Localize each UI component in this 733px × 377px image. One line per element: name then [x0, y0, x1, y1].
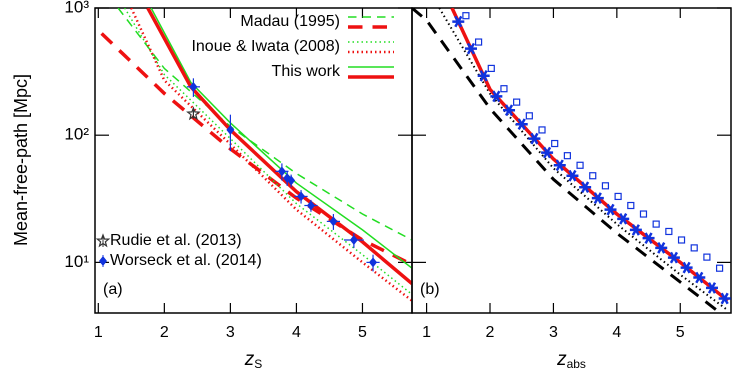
data-point — [329, 216, 338, 227]
data-point — [515, 118, 528, 131]
legend-label: This work — [272, 63, 341, 80]
legend-label: Madau (1995) — [240, 13, 340, 30]
data-point — [601, 182, 610, 190]
data-point — [306, 200, 315, 211]
data-point — [677, 236, 686, 244]
data-point — [541, 146, 554, 159]
curve — [450, 8, 729, 303]
curve — [412, 8, 723, 313]
data-point — [462, 12, 470, 20]
legend-label: Inoue & Iwata (2008) — [191, 38, 340, 55]
data-point — [680, 261, 693, 274]
data-point — [528, 132, 541, 145]
data-point — [614, 192, 622, 201]
x-tick-label: 4 — [292, 324, 301, 341]
data-point — [589, 172, 597, 180]
x-tick-label: 1 — [422, 324, 431, 341]
data-point — [287, 175, 296, 186]
data-point — [186, 106, 201, 121]
data-point — [591, 192, 604, 204]
curve — [117, 8, 412, 241]
data-point — [500, 85, 508, 93]
x-axis-label-sub: S — [254, 357, 262, 371]
data-point — [189, 81, 198, 92]
x-axis-label-main: z — [244, 349, 255, 370]
data-point — [627, 201, 635, 210]
curve — [150, 8, 412, 269]
data-point — [655, 242, 668, 254]
x-axis-label-main: z — [556, 349, 567, 370]
data-point — [652, 220, 660, 228]
data-point — [705, 282, 718, 294]
data-point — [538, 126, 546, 134]
data-point — [551, 139, 559, 148]
x-tick-label: 3 — [549, 324, 558, 341]
data-point — [553, 159, 566, 172]
curve — [438, 8, 729, 312]
data-point — [642, 232, 655, 245]
data-point — [349, 234, 358, 245]
x-axis-label: zS — [244, 349, 263, 371]
y-axis-label: Mean-free-path [Mpc] — [11, 74, 31, 246]
curve — [146, 8, 412, 286]
curve — [100, 32, 412, 267]
data-point — [703, 253, 711, 261]
x-axis-label-sub: abs — [567, 357, 586, 371]
data-point — [667, 251, 680, 264]
data-point — [503, 104, 516, 117]
data-point — [665, 227, 673, 236]
y-tick-label: 10¹ — [64, 252, 89, 271]
x-tick-label: 4 — [612, 324, 621, 341]
data-point — [525, 112, 533, 120]
x-tick-label: 2 — [160, 324, 169, 341]
data-point — [487, 64, 495, 73]
panel-label: (a) — [103, 281, 123, 298]
data-point — [690, 244, 698, 252]
legend-label: Rudie et al. (2013) — [110, 232, 242, 249]
data-point — [715, 264, 724, 272]
data-point — [297, 191, 306, 202]
data-point — [464, 42, 477, 55]
y-tick-label: 10² — [64, 125, 89, 144]
data-point — [576, 161, 584, 169]
x-tick-label: 2 — [486, 324, 495, 341]
data-point — [629, 224, 642, 236]
x-tick-label: 3 — [226, 324, 235, 341]
data-point — [369, 257, 378, 268]
legend-label: Worseck et al. (2014) — [110, 252, 262, 269]
x-axis-label: zabs — [556, 349, 586, 371]
data-point — [718, 292, 731, 305]
plot-frame — [411, 7, 732, 314]
data-point — [563, 152, 571, 160]
data-point — [452, 15, 465, 28]
x-tick-label: 5 — [358, 324, 367, 341]
data-point — [639, 210, 648, 218]
data-point — [617, 212, 630, 225]
data-point — [604, 203, 617, 216]
x-tick-label: 5 — [676, 324, 685, 341]
data-point — [490, 90, 503, 103]
data-point — [566, 169, 579, 182]
x-tick-label: 1 — [94, 324, 103, 341]
data-point — [277, 166, 286, 177]
data-point — [693, 271, 706, 284]
y-tick-label: 10³ — [64, 0, 89, 16]
data-point — [226, 124, 235, 135]
data-point — [579, 181, 592, 194]
data-point — [474, 38, 483, 46]
panel-label: (b) — [420, 281, 440, 298]
data-point — [477, 69, 490, 82]
data-point — [513, 98, 521, 106]
